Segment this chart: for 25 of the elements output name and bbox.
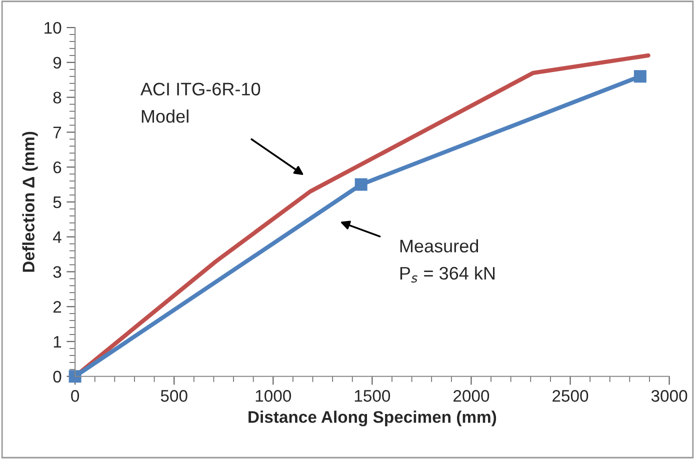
y-tick-label: 6 <box>53 161 62 174</box>
x-tick-label: 2000 <box>454 390 490 402</box>
y-axis-title: Deflection Δ (mm) <box>22 132 38 272</box>
y-tick-label: 7 <box>53 126 62 138</box>
y-tick-label: 10 <box>44 22 62 34</box>
point <box>634 70 646 83</box>
x-tick-label: 1500 <box>354 390 390 402</box>
annotation: Measured P$_{s}$ = 364 kN <box>400 239 495 283</box>
y-tick-label: 0 <box>53 370 62 383</box>
x-axis-title: Distance Along Specimen (mm) <box>248 410 496 426</box>
y-tick-label: 5 <box>53 196 62 208</box>
y-tick-label: 2 <box>53 301 62 313</box>
y-tick-label: 8 <box>53 92 62 104</box>
y-tick-label: 4 <box>52 231 62 243</box>
point <box>68 370 82 383</box>
x-tick-label: 0 <box>71 390 80 402</box>
x-tick-label: 500 <box>160 390 188 402</box>
x-tick-label: 1000 <box>256 390 292 402</box>
y-tick-label: 3 <box>53 266 62 278</box>
point <box>354 178 368 191</box>
x-tick-label: 3000 <box>651 390 688 402</box>
y-tick-label: 1 <box>54 336 62 348</box>
x-tick-label: 2500 <box>552 390 588 402</box>
y-tick-label: 9 <box>53 56 62 69</box>
annotation: ACI ITG-6R-10 Model <box>140 82 260 123</box>
